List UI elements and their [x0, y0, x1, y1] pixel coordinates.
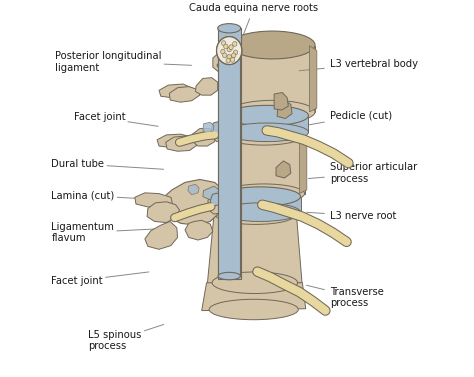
Ellipse shape	[221, 49, 225, 54]
Ellipse shape	[233, 50, 237, 55]
Text: Lamina (cut): Lamina (cut)	[51, 190, 149, 201]
Ellipse shape	[219, 187, 301, 206]
Polygon shape	[207, 215, 302, 285]
PathPatch shape	[277, 101, 292, 118]
Ellipse shape	[226, 58, 230, 63]
Ellipse shape	[217, 37, 242, 64]
Ellipse shape	[233, 41, 237, 46]
Ellipse shape	[218, 272, 240, 280]
PathPatch shape	[147, 202, 180, 222]
Ellipse shape	[224, 44, 228, 49]
Text: Ligamentum
flavum: Ligamentum flavum	[51, 222, 155, 244]
Ellipse shape	[212, 272, 298, 294]
Ellipse shape	[227, 54, 231, 59]
Polygon shape	[223, 135, 305, 193]
Polygon shape	[202, 283, 306, 311]
PathPatch shape	[195, 78, 218, 95]
Ellipse shape	[225, 123, 309, 142]
Text: Cauda equina nerve roots: Cauda equina nerve roots	[189, 3, 318, 39]
Ellipse shape	[230, 57, 235, 62]
Ellipse shape	[218, 24, 241, 33]
PathPatch shape	[188, 184, 199, 195]
Text: L3 nerve root: L3 nerve root	[307, 211, 396, 221]
PathPatch shape	[203, 122, 214, 133]
Text: Pedicle (cut): Pedicle (cut)	[301, 110, 392, 126]
Text: Superior articular
process: Superior articular process	[309, 162, 417, 184]
Ellipse shape	[231, 53, 236, 58]
Ellipse shape	[223, 53, 227, 58]
Polygon shape	[218, 52, 240, 276]
Text: Posterior longitudinal
ligament: Posterior longitudinal ligament	[55, 51, 191, 72]
PathPatch shape	[211, 121, 222, 135]
Ellipse shape	[218, 48, 240, 57]
PathPatch shape	[208, 190, 229, 214]
Ellipse shape	[221, 49, 225, 54]
PathPatch shape	[203, 186, 220, 200]
Ellipse shape	[233, 41, 237, 46]
PathPatch shape	[185, 220, 213, 240]
PathPatch shape	[166, 136, 197, 151]
PathPatch shape	[274, 92, 288, 110]
Ellipse shape	[226, 58, 230, 63]
Ellipse shape	[225, 105, 309, 126]
PathPatch shape	[157, 134, 194, 147]
Ellipse shape	[230, 57, 235, 62]
PathPatch shape	[135, 193, 173, 207]
Text: Dural tube: Dural tube	[51, 159, 164, 169]
Text: Facet joint: Facet joint	[51, 272, 149, 286]
PathPatch shape	[213, 48, 233, 72]
Text: Transverse
process: Transverse process	[307, 285, 384, 308]
Ellipse shape	[221, 41, 226, 46]
Ellipse shape	[209, 299, 298, 320]
Text: Facet joint: Facet joint	[73, 112, 158, 126]
Ellipse shape	[229, 100, 315, 123]
Text: L3 vertebral body: L3 vertebral body	[299, 58, 418, 71]
Ellipse shape	[227, 54, 231, 59]
Ellipse shape	[216, 205, 295, 224]
PathPatch shape	[169, 87, 200, 102]
Ellipse shape	[217, 61, 241, 69]
Ellipse shape	[229, 45, 233, 50]
Ellipse shape	[221, 41, 226, 46]
Ellipse shape	[231, 53, 236, 58]
PathPatch shape	[212, 119, 231, 142]
PathPatch shape	[210, 193, 221, 206]
Ellipse shape	[223, 184, 305, 203]
Ellipse shape	[233, 50, 237, 55]
PathPatch shape	[191, 129, 215, 146]
Polygon shape	[219, 196, 301, 212]
Ellipse shape	[217, 37, 242, 64]
PathPatch shape	[159, 84, 196, 98]
PathPatch shape	[145, 221, 178, 249]
Text: L5 spinous
process: L5 spinous process	[89, 325, 164, 351]
PathPatch shape	[276, 161, 291, 178]
PathPatch shape	[164, 179, 224, 225]
Polygon shape	[300, 135, 307, 193]
Polygon shape	[218, 28, 241, 279]
Ellipse shape	[224, 44, 228, 49]
Ellipse shape	[223, 125, 305, 145]
Polygon shape	[225, 116, 308, 132]
Ellipse shape	[223, 53, 227, 58]
Ellipse shape	[227, 47, 231, 52]
Ellipse shape	[229, 31, 315, 59]
Polygon shape	[310, 46, 317, 112]
Ellipse shape	[219, 203, 301, 221]
Polygon shape	[229, 46, 315, 112]
Ellipse shape	[227, 47, 231, 52]
Ellipse shape	[229, 45, 233, 50]
